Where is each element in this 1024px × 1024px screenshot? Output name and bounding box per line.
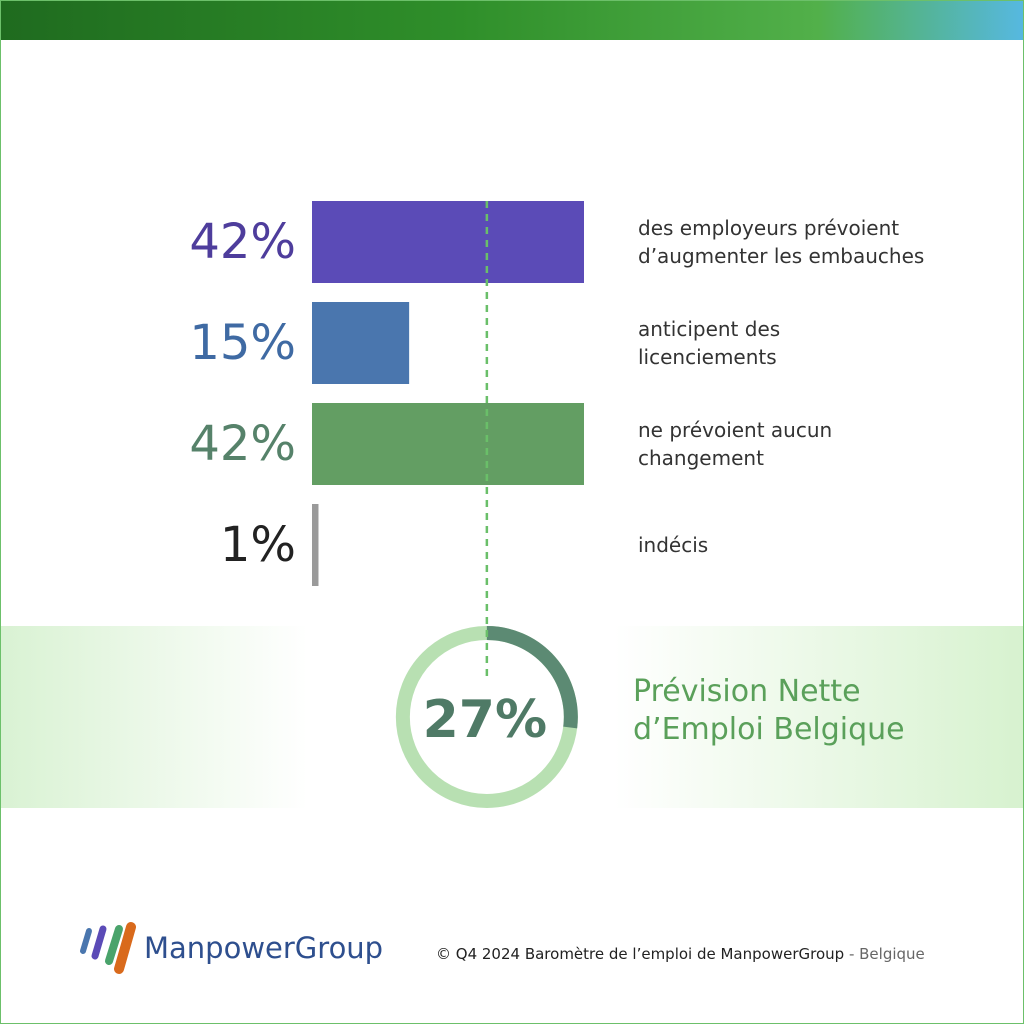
value-label: 42% (189, 214, 296, 270)
copyright-text: © Q4 2024 Baromètre de l’emploi de Manpo… (436, 945, 845, 963)
value-label: 1% (219, 517, 296, 573)
category-label: anticipent des licenciements (638, 317, 781, 369)
logo-text: ManpowerGroup (144, 931, 384, 965)
copyright: © Q4 2024 Baromètre de l’emploi de Manpo… (436, 945, 925, 963)
net-label: Prévision Nette d’Emploi Belgique (633, 674, 905, 747)
bar (312, 403, 584, 485)
ring-arc (486, 626, 578, 729)
region: - Belgique (848, 945, 925, 963)
bar (312, 302, 410, 384)
category-label: indécis (638, 533, 709, 557)
top-banner (1, 1, 1023, 40)
category-label: ne prévoient aucun changement (638, 418, 833, 470)
logo-mark (80, 922, 136, 974)
bar (312, 504, 319, 586)
bar (312, 201, 584, 283)
net-value: 27% (423, 690, 547, 750)
value-label: 42% (189, 416, 296, 472)
value-label: 15% (189, 315, 296, 371)
category-label: des employeurs prévoient d’augmenter les… (638, 216, 925, 268)
